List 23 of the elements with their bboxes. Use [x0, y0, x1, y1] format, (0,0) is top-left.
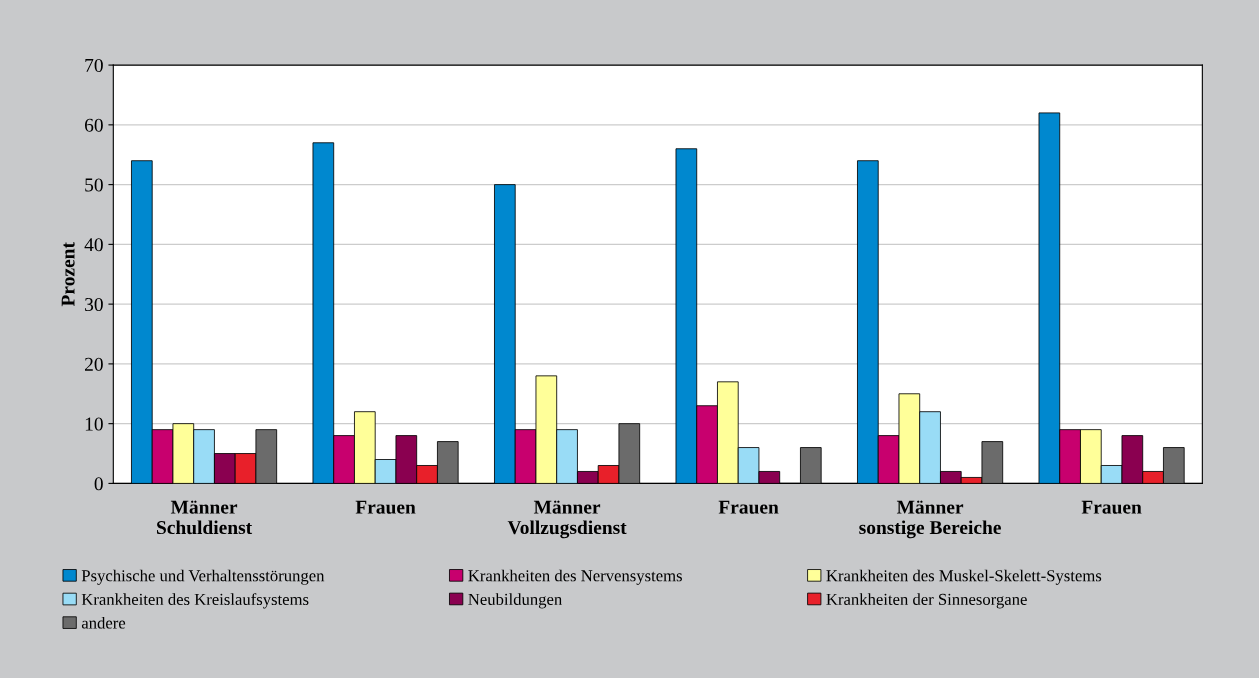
legend-label: Neubildungen [468, 593, 562, 609]
bar [800, 447, 822, 484]
y-tick-label: 40 [84, 238, 103, 252]
x-tick-label: Männer sonstige Bereiche [859, 500, 1001, 539]
y-tick-label: 30 [85, 297, 103, 312]
x-tick-label: Männer Vollzugsdienst [507, 500, 627, 539]
y-tick-label: 0 [94, 477, 103, 491]
legend-label: andere [81, 616, 126, 629]
legend-label: Krankheiten des Kreislaufsystems [81, 593, 309, 609]
x-tick-label: Frauen [355, 500, 416, 514]
y-tick-label: 50 [85, 178, 103, 192]
legend-label: Psychische und Verhaltensstörungen [81, 569, 325, 585]
legend-label: Krankheiten des Muskel-Skelett-Systems [826, 569, 1102, 585]
x-tick-label: Frauen [1081, 500, 1142, 514]
x-tick-label: Männer Schuldienst [157, 500, 253, 535]
legend-label: Krankheiten der Sinnesorgane [826, 593, 1027, 609]
y-axis-title: Prozent [61, 242, 75, 307]
y-tick-label: 60 [84, 118, 103, 132]
x-tick-label: Frauen [718, 500, 779, 514]
legend-label: Krankheiten des Nervensystems [468, 569, 682, 585]
y-tick-label: 20 [85, 357, 103, 371]
y-tick-label: 70 [85, 58, 103, 73]
y-tick-label: 10 [85, 417, 103, 431]
